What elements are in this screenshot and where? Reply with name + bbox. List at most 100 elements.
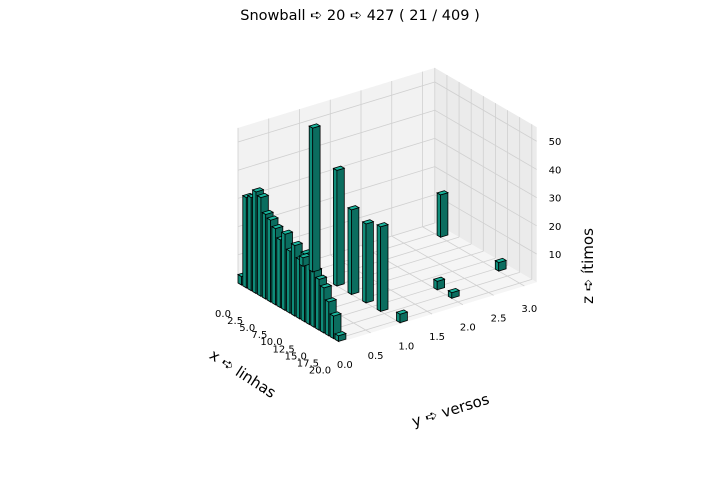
bar-top-face bbox=[324, 297, 338, 303]
bar-front-face bbox=[336, 167, 345, 287]
z-tick-label: 30 bbox=[549, 194, 562, 205]
bar-top-face bbox=[395, 309, 409, 315]
bar-top-face bbox=[361, 219, 375, 225]
bar-side-face bbox=[271, 225, 276, 306]
y-tick-label: 2.0 bbox=[460, 323, 476, 334]
tick-labels: 0.02.55.07.510.012.515.017.520.0 0.00.51.… bbox=[215, 137, 561, 376]
bar-front-face bbox=[312, 125, 321, 273]
y-tick-label: 0.0 bbox=[337, 360, 353, 371]
bar bbox=[332, 165, 346, 287]
bar bbox=[494, 257, 508, 272]
grid-line-x bbox=[322, 271, 520, 333]
x-tick-label: 10.0 bbox=[260, 337, 282, 348]
back-pane-right bbox=[434, 67, 537, 283]
bar-side-face bbox=[362, 221, 367, 304]
y-tick-label: 3.0 bbox=[521, 304, 537, 315]
bar-side-face bbox=[347, 207, 352, 296]
grid-line-y bbox=[391, 235, 494, 296]
bar bbox=[436, 190, 449, 238]
bar bbox=[308, 123, 322, 273]
z-tick-label: 40 bbox=[549, 165, 562, 176]
bar-top-face bbox=[290, 240, 304, 247]
bar-front-face bbox=[380, 224, 389, 312]
bar-top-face bbox=[494, 257, 508, 264]
x-tick-label: 2.5 bbox=[227, 316, 243, 327]
grid-line-z bbox=[434, 166, 537, 227]
grid-line-z bbox=[434, 109, 537, 170]
bar-side-face bbox=[247, 194, 252, 292]
grid-line-z bbox=[434, 81, 537, 142]
x-tick-label: 7.5 bbox=[251, 330, 267, 341]
grid-line-z bbox=[237, 109, 435, 171]
bar-side-face bbox=[436, 192, 441, 238]
bar-top-face bbox=[261, 209, 275, 215]
bar-side-face bbox=[276, 237, 281, 309]
bar-top-face bbox=[319, 283, 333, 289]
grid-line-z bbox=[434, 194, 537, 255]
grid-line-x bbox=[310, 264, 508, 326]
z-axis-label: z ➪ ítimos bbox=[579, 228, 597, 304]
bar-top-face bbox=[432, 276, 446, 282]
bar bbox=[376, 222, 389, 313]
bar-top-face bbox=[251, 187, 265, 193]
bar bbox=[361, 219, 375, 304]
bar-side-face bbox=[261, 211, 267, 300]
y-tick-label: 1.5 bbox=[429, 332, 445, 343]
bar-top-face bbox=[334, 331, 347, 337]
bar-front-face bbox=[440, 192, 449, 238]
z-tick-label: 10 bbox=[549, 250, 562, 261]
x-axis-label: x ➪ linhas bbox=[206, 346, 279, 402]
bar-side-face bbox=[252, 189, 257, 295]
bar-side-face bbox=[281, 231, 286, 312]
bar bbox=[347, 205, 360, 296]
x-tick-label: 5.0 bbox=[239, 323, 255, 334]
bar-side-face bbox=[308, 125, 314, 273]
bar-top-face bbox=[436, 190, 449, 196]
bar-top-face bbox=[447, 287, 461, 294]
bar-side-face bbox=[266, 217, 272, 303]
x-tick-label: 15.0 bbox=[285, 351, 307, 362]
grid-line-x bbox=[334, 279, 532, 340]
chart-title: Snowball ➪ 20 ➪ 427 ( 21 / 409 ) bbox=[240, 8, 480, 24]
bar-top-face bbox=[314, 274, 328, 280]
y-tick-label: 0.5 bbox=[368, 351, 384, 362]
x-tick-label: 20.0 bbox=[309, 365, 331, 376]
bar bbox=[334, 331, 347, 343]
bar bbox=[298, 253, 312, 267]
bar-side-face bbox=[290, 242, 296, 317]
bar-side-face bbox=[332, 167, 338, 287]
y-tick-label: 1.0 bbox=[398, 341, 414, 352]
y-tick-label: 2.5 bbox=[491, 313, 507, 324]
bar-side-face bbox=[329, 313, 335, 340]
bar-side-face bbox=[295, 256, 301, 320]
bar-side-face bbox=[242, 194, 247, 289]
bar-top-face bbox=[256, 192, 270, 199]
z-tick-label: 50 bbox=[549, 137, 562, 148]
y-axis-label: y ➪ versos bbox=[410, 390, 492, 431]
bar bbox=[432, 276, 446, 291]
bar-top-face bbox=[347, 205, 360, 211]
grid-line-z bbox=[434, 138, 537, 198]
x-tick-label: 12.5 bbox=[272, 344, 294, 355]
bar bbox=[447, 287, 461, 299]
bar-top-face bbox=[280, 229, 294, 235]
bar-front-face bbox=[365, 221, 374, 304]
bar-side-face bbox=[315, 276, 320, 331]
bar-side-face bbox=[310, 268, 315, 328]
bar-top-face bbox=[329, 311, 342, 317]
bars bbox=[237, 123, 508, 343]
grid-line-z bbox=[237, 81, 435, 143]
bar-top-face bbox=[376, 222, 389, 228]
bar-top-face bbox=[332, 165, 346, 171]
bar-side-face bbox=[286, 248, 291, 314]
bar-side-face bbox=[256, 194, 262, 297]
bar-top-face bbox=[308, 123, 322, 129]
bar-side-face bbox=[319, 285, 325, 334]
bar-top-face bbox=[270, 223, 284, 230]
bar-side-face bbox=[324, 299, 330, 337]
z-tick-label: 20 bbox=[549, 222, 562, 233]
x-tick-label: 17.5 bbox=[297, 358, 319, 369]
bar bbox=[395, 309, 409, 324]
bar-top-face bbox=[266, 215, 279, 221]
